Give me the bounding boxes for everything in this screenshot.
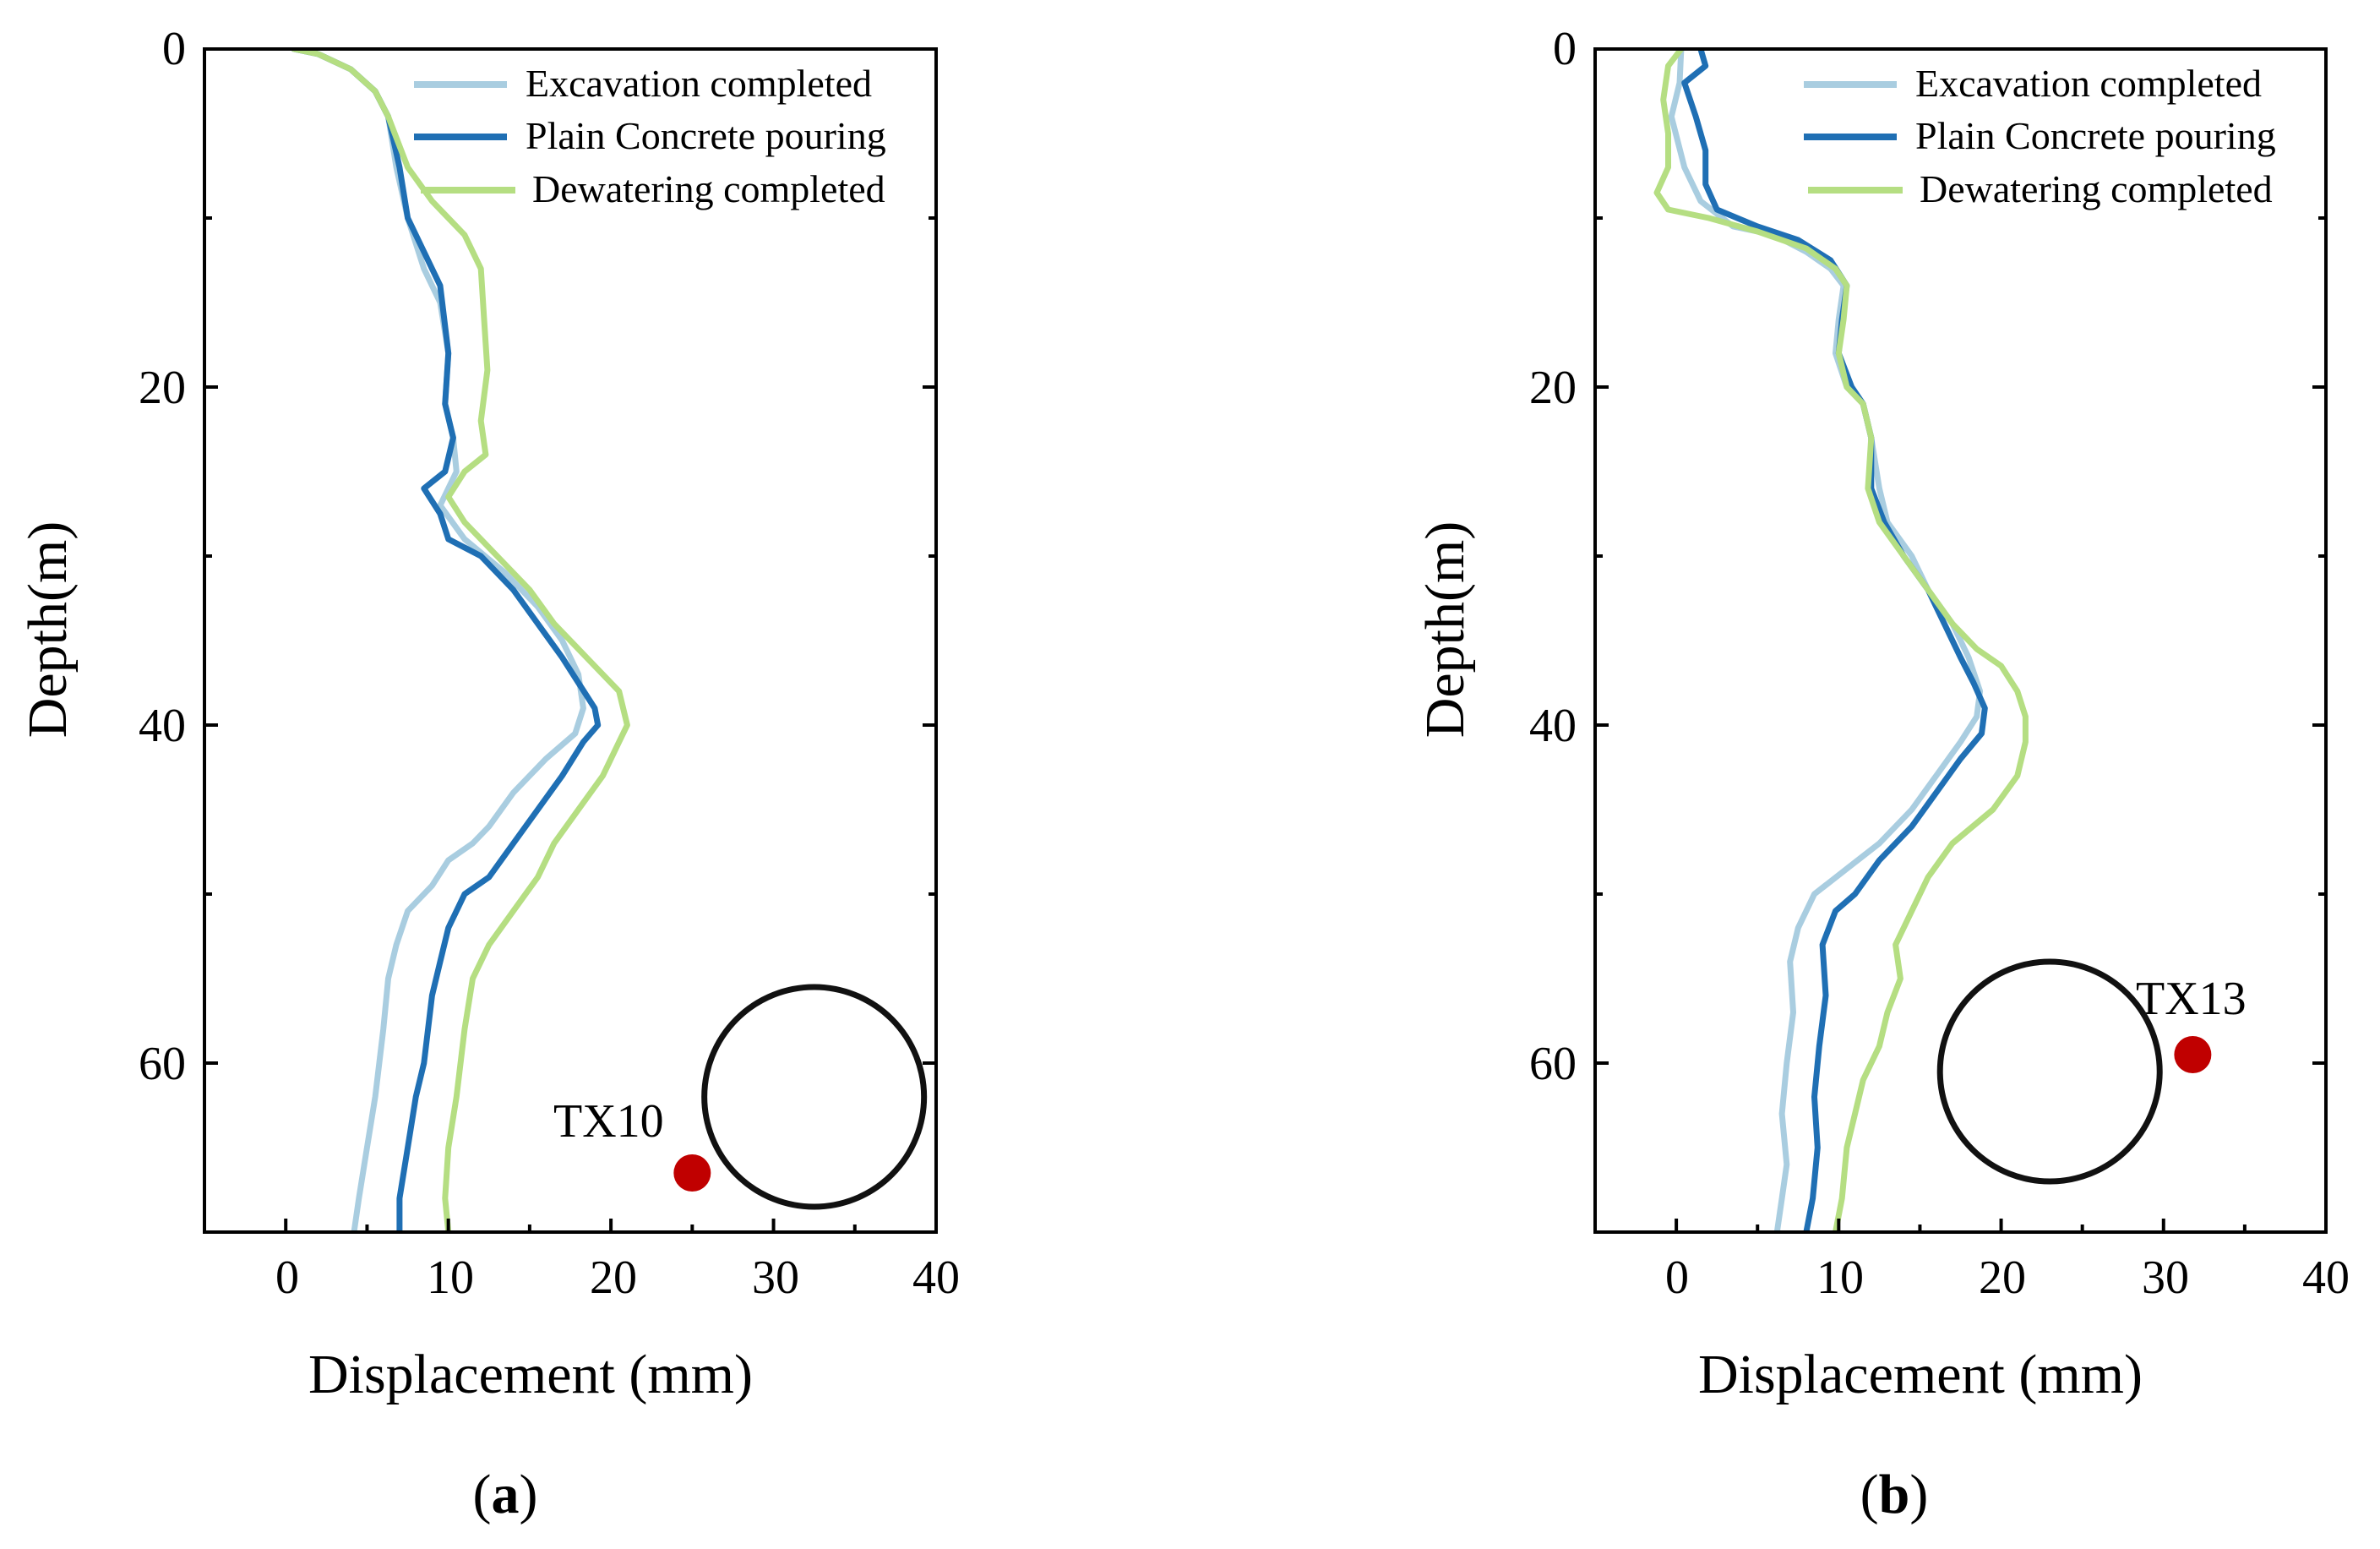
y-tick-label-b-1: 20: [1529, 362, 1577, 414]
chart-panel-b: Depth(m) 0 20 40 60 0 10 20 30 40 Displa…: [1414, 23, 2350, 1405]
series-line-b-dewatering-completed: [1653, 49, 2029, 1232]
y-tick-label-a-3: 60: [139, 1038, 186, 1090]
panel-caption-a: (a): [473, 1464, 538, 1525]
legend-label-a-concrete: Plain Concrete pouring: [526, 114, 886, 157]
y-tick-label-a-0: 0: [162, 23, 186, 75]
panel-caption-b-letter: b: [1879, 1464, 1910, 1525]
y-tick-labels-a: 0 20 40 60: [139, 23, 186, 1090]
y-tick-labels-b: 0 20 40 60: [1529, 23, 1577, 1090]
marker-point-b: [2174, 1036, 2212, 1073]
panel-caption-a-letter: a: [492, 1464, 520, 1525]
y-tick-label-b-0: 0: [1553, 23, 1577, 75]
y-axis-label-b: Depth(m): [1414, 521, 1476, 739]
x-tick-label-a-0: 0: [275, 1252, 299, 1304]
series-line-a-plain-concrete-pouring: [291, 49, 602, 1232]
x-tick-label-b-0: 0: [1665, 1252, 1689, 1304]
chart-panel-a: Depth(m) 0 20 40 60 0 10 20 30 40 Displa…: [17, 23, 960, 1405]
x-tick-label-b-4: 40: [2302, 1252, 2350, 1304]
x-tick-labels-b: 0 10 20 30 40: [1665, 1252, 2350, 1304]
legend-b: Excavation completed Plain Concrete pour…: [1804, 62, 2276, 210]
x-tick-label-a-2: 20: [590, 1252, 637, 1304]
x-tick-label-a-4: 40: [912, 1252, 960, 1304]
x-tick-label-a-1: 10: [427, 1252, 474, 1304]
tunnel-circle-a: [701, 984, 928, 1210]
y-axis-label-a: Depth(m): [17, 521, 79, 739]
x-axis-label-b: Displacement (mm): [1698, 1344, 2143, 1405]
series-line-a-dewatering-completed: [291, 49, 630, 1232]
marker-label-b: TX13: [2136, 973, 2247, 1025]
y-tick-label-a-2: 40: [139, 700, 186, 752]
legend-label-a-dewatering: Dewatering completed: [532, 167, 885, 210]
x-tick-label-b-2: 20: [1979, 1252, 2026, 1304]
panel-caption-b: (b): [1860, 1464, 1929, 1525]
tunnel-circle-b: [1936, 958, 2163, 1185]
series-line-b-excavation-completed: [1668, 49, 1984, 1232]
legend-label-b-concrete: Plain Concrete pouring: [1915, 114, 2276, 157]
plot-frame-b: [1593, 47, 2328, 1234]
x-tick-label-b-3: 30: [2142, 1252, 2189, 1304]
legend-a: Excavation completed Plain Concrete pour…: [414, 62, 886, 210]
x-tick-label-a-3: 30: [752, 1252, 799, 1304]
legend-label-a-excavation: Excavation completed: [526, 62, 872, 105]
marker-label-a: TX10: [553, 1095, 664, 1148]
x-tick-label-b-1: 10: [1816, 1252, 1864, 1304]
x-axis-label-a: Displacement (mm): [308, 1344, 753, 1405]
plot-frame-a: [203, 47, 938, 1234]
y-tick-label-b-3: 60: [1529, 1038, 1577, 1090]
y-tick-label-a-1: 20: [139, 362, 186, 414]
series-line-a-excavation-completed: [291, 49, 586, 1232]
x-tick-labels-a: 0 10 20 30 40: [275, 1252, 960, 1304]
legend-label-b-excavation: Excavation completed: [1915, 62, 2262, 105]
marker-point-a: [673, 1154, 711, 1192]
legend-label-b-dewatering: Dewatering completed: [1920, 167, 2273, 210]
y-tick-label-b-2: 40: [1529, 700, 1577, 752]
